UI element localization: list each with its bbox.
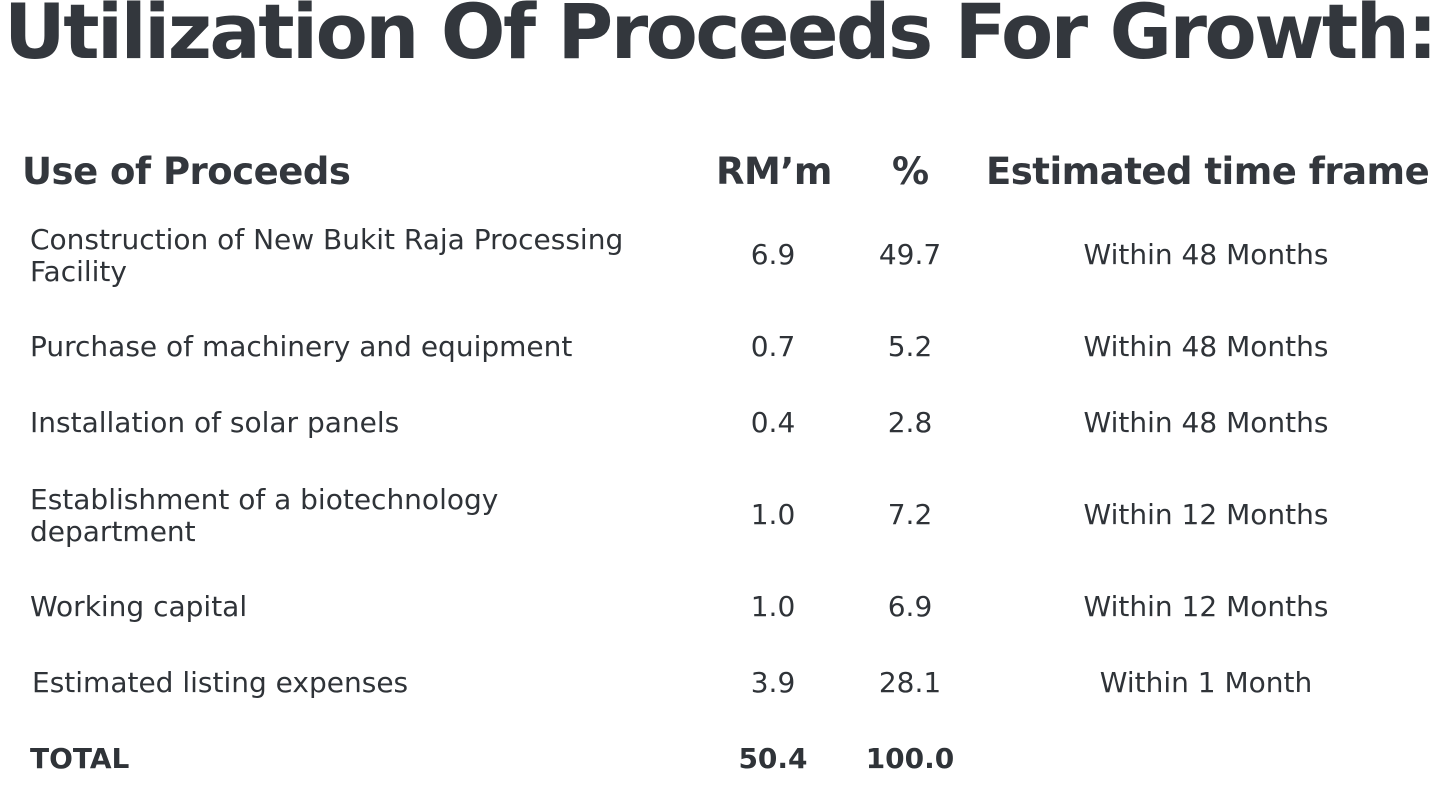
page-title: Utilization Of Proceeds For Growth: <box>4 0 1438 76</box>
percent-cell: 2.8 <box>887 406 933 439</box>
column-header-time-frame: Estimated time frame <box>986 150 1430 193</box>
rm-cell: 0.7 <box>750 330 796 363</box>
total-rm: 50.4 <box>738 742 808 775</box>
column-header-percent: % <box>892 150 929 193</box>
column-header-use-of-proceeds: Use of Proceeds <box>22 150 351 193</box>
time-frame-cell: Within 12 Months <box>1083 498 1329 531</box>
time-frame-cell: Within 12 Months <box>1083 590 1329 623</box>
use-of-proceeds-cell: Estimated listing expenses <box>32 666 409 699</box>
time-frame-cell: Within 1 Month <box>1099 666 1313 699</box>
rm-cell: 6.9 <box>750 238 796 271</box>
use-of-proceeds-cell: Installation of solar panels <box>30 406 400 439</box>
column-header-rm: RM’m <box>716 150 832 193</box>
percent-cell: 5.2 <box>887 330 933 363</box>
total-percent: 100.0 <box>865 742 955 775</box>
use-of-proceeds-cell: Working capital <box>30 590 248 623</box>
time-frame-cell: Within 48 Months <box>1083 330 1329 363</box>
percent-cell: 28.1 <box>878 666 942 699</box>
rm-cell: 3.9 <box>750 666 796 699</box>
time-frame-cell: Within 48 Months <box>1083 406 1329 439</box>
rm-cell: 1.0 <box>750 498 796 531</box>
rm-cell: 1.0 <box>750 590 796 623</box>
use-of-proceeds-cell: Construction of New Bukit Raja Processin… <box>30 223 624 288</box>
time-frame-cell: Within 48 Months <box>1083 238 1329 271</box>
percent-cell: 49.7 <box>878 238 942 271</box>
rm-cell: 0.4 <box>750 406 796 439</box>
percent-cell: 6.9 <box>887 590 933 623</box>
use-of-proceeds-cell: Establishment of a biotechnology departm… <box>30 483 499 548</box>
use-of-proceeds-cell: Purchase of machinery and equipment <box>30 330 573 363</box>
total-label: TOTAL <box>30 742 130 775</box>
percent-cell: 7.2 <box>887 498 933 531</box>
